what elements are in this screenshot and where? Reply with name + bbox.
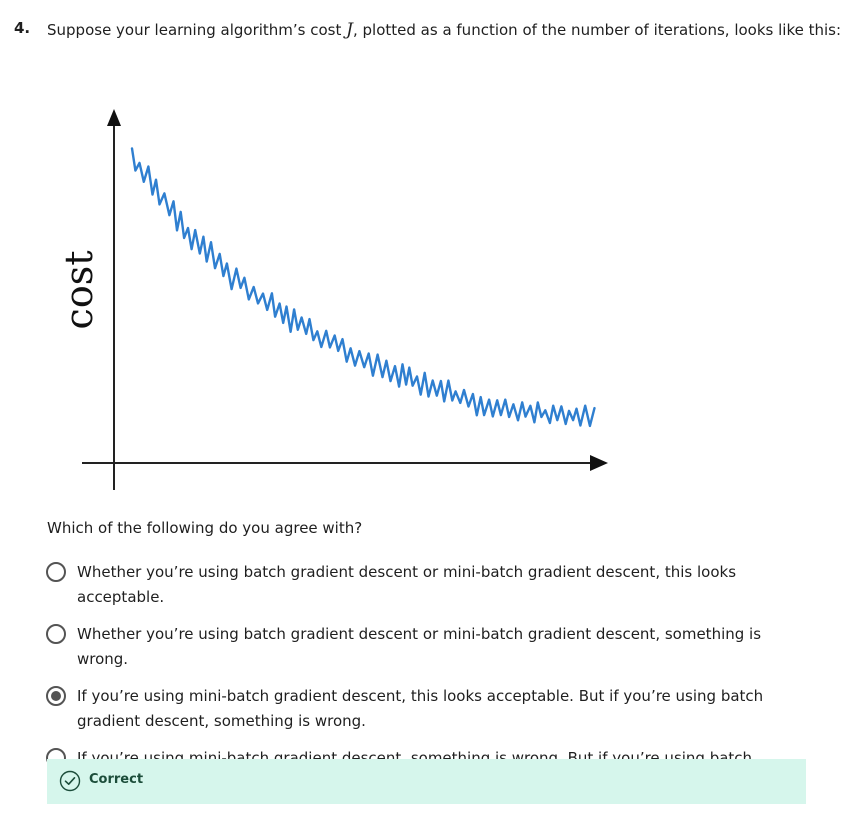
option-label: If you’re using mini-batch gradient desc… [77,687,764,730]
option-1[interactable]: Whether you’re using batch gradient desc… [46,560,806,610]
question-text-before: Suppose your learning algorithm’s cost [47,21,347,39]
feedback-label: Correct [89,772,144,787]
cost-variable: J [346,20,353,40]
cost-curve [130,147,596,428]
x-axis-arrow [590,455,608,471]
question-text: Suppose your learning algorithm’s cost J… [47,19,841,41]
prompt-text: Which of the following do you agree with… [47,519,363,537]
radio-button[interactable] [46,562,66,582]
cost-chart: cost [57,109,608,490]
feedback-banner: Correct [47,759,806,804]
option-3[interactable]: If you’re using mini-batch gradient desc… [46,684,806,734]
y-axis-label: cost [57,251,101,330]
check-circle-icon [59,770,81,792]
question-text-after: , plotted as a function of the number of… [352,21,842,39]
radio-button[interactable] [46,624,66,644]
y-axis-arrow [107,109,121,126]
option-label: Whether you’re using batch gradient desc… [77,625,762,668]
option-2[interactable]: Whether you’re using batch gradient desc… [46,622,806,672]
question-number: 4. [14,19,31,37]
option-label: Whether you’re using batch gradient desc… [77,563,737,606]
radio-button[interactable] [46,686,66,706]
